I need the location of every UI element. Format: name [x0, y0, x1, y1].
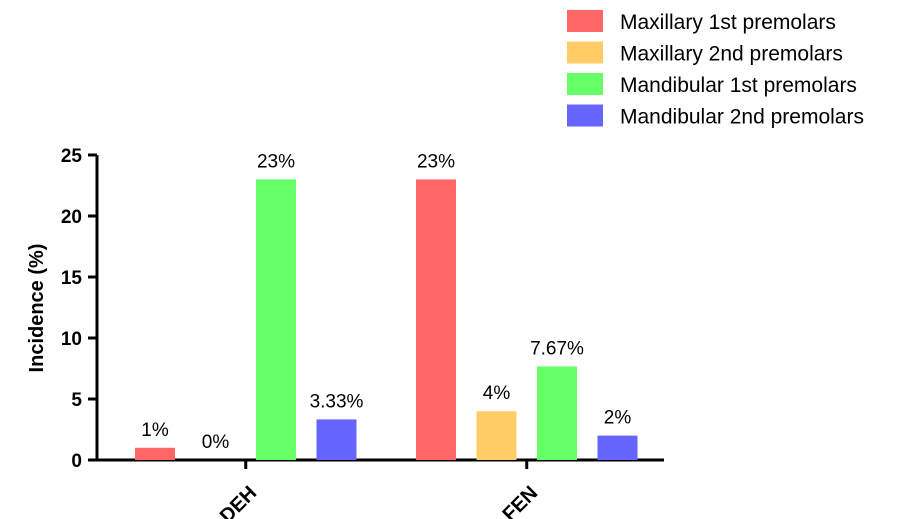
legend-label: Mandibular 1st premolars	[620, 74, 857, 97]
legend-swatch	[567, 73, 603, 95]
bar-fen-series-4	[597, 435, 638, 460]
data-label: 3.33%	[310, 391, 364, 412]
legend-swatch	[567, 10, 603, 32]
x-axis: DEH FEN	[96, 458, 664, 519]
bar-deh-series-1	[135, 447, 175, 460]
legend-swatch	[567, 41, 603, 64]
y-tick-label: 25	[61, 146, 83, 167]
y-tick-label: 5	[71, 390, 82, 411]
data-label: 0%	[202, 432, 230, 453]
x-tick-label: DEH	[216, 482, 261, 519]
data-label: 23%	[257, 151, 295, 172]
x-tick-label: FEN	[498, 482, 542, 519]
data-labels: 1% 0% 23% 3.33% 23% 4% 7.67% 2%	[141, 151, 631, 453]
y-tick-label: 20	[61, 207, 82, 228]
bar-fen-series-2	[476, 411, 517, 460]
bar-deh-series-4	[316, 419, 357, 460]
legend-label: Mandibular 2nd premolars	[620, 106, 864, 129]
legend-swatch	[567, 104, 603, 127]
bar-fen-series-3	[537, 366, 577, 460]
data-label: 7.67%	[530, 338, 584, 359]
bars	[135, 179, 638, 460]
data-label: 1%	[141, 420, 169, 441]
bar-deh-series-3	[256, 179, 296, 460]
y-axis: 0 5 10 15 20 25	[61, 146, 99, 472]
y-tick-label: 0	[71, 451, 82, 472]
legend: Maxillary 1st premolars Maxillary 2nd pre…	[567, 10, 864, 129]
bar-fen-series-1	[416, 179, 456, 460]
y-tick-label: 15	[61, 268, 83, 289]
data-label: 23%	[417, 151, 455, 172]
y-axis-title: Incidence (%)	[26, 244, 48, 373]
data-label: 2%	[604, 408, 632, 429]
y-tick-label: 10	[61, 329, 82, 350]
legend-label: Maxillary 2nd premolars	[620, 43, 843, 66]
legend-label: Maxillary 1st premolars	[620, 11, 836, 34]
data-label: 4%	[483, 383, 511, 404]
